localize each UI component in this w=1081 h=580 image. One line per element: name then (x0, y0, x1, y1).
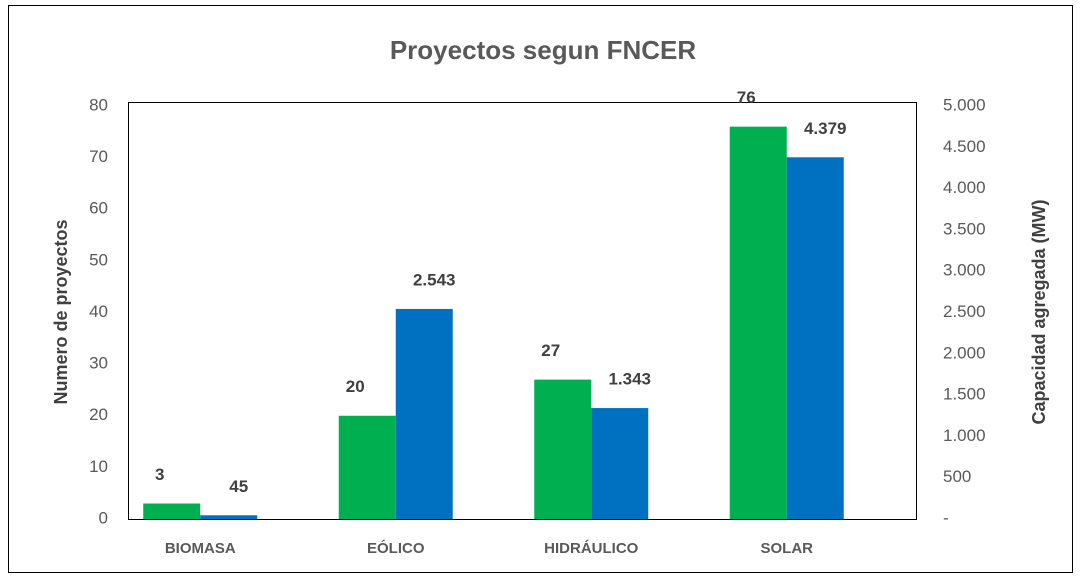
y2-axis-title: Capacidad agregada (MW) (1029, 199, 1049, 424)
data-label: 3 (155, 465, 164, 484)
y-tick-label: 40 (89, 302, 108, 321)
data-label: 2.543 (413, 270, 456, 289)
plot-frame (128, 102, 917, 520)
y2-tick-label: 2.000 (943, 343, 986, 362)
y2-tick-label: 1.000 (943, 426, 986, 445)
x-tick-label: HIDRÁULICO (544, 540, 638, 557)
bar (200, 515, 258, 519)
y-tick-label: 50 (89, 250, 108, 269)
x-tick-label: BIOMASA (165, 540, 236, 557)
bar (786, 157, 844, 519)
y-tick-label: 0 (99, 508, 108, 527)
y2-tick-label: - (943, 508, 949, 527)
bar (395, 308, 453, 519)
y2-tick-label: 4.500 (943, 137, 986, 156)
y-tick-label: 70 (89, 147, 108, 166)
y-tick-label: 80 (89, 95, 108, 114)
data-label: 45 (229, 477, 248, 496)
data-label: 20 (346, 377, 365, 396)
y-tick-label: 60 (89, 199, 108, 218)
chart-title: Proyectos segun FNCER (390, 35, 697, 65)
y2-tick-label: 500 (943, 467, 971, 486)
y2-tick-label: 1.500 (943, 385, 986, 404)
bar (338, 415, 396, 519)
bar (591, 408, 649, 519)
data-label: 76 (737, 88, 756, 107)
y-axis-title: Numero de proyectos (51, 219, 71, 404)
data-label: 4.379 (804, 119, 847, 138)
y-tick-label: 10 (89, 457, 108, 476)
y2-tick-label: 5.000 (943, 95, 986, 114)
x-tick-label: SOLAR (761, 540, 814, 557)
bar (729, 126, 787, 520)
y-tick-label: 30 (89, 354, 108, 373)
x-tick-label: EÓLICO (367, 539, 425, 557)
y2-tick-label: 3.500 (943, 219, 986, 238)
bar (534, 379, 592, 519)
y2-tick-label: 3.000 (943, 261, 986, 280)
y2-tick-label: 2.500 (943, 302, 986, 321)
y-tick-label: 20 (89, 405, 108, 424)
y2-tick-label: 4.000 (943, 178, 986, 197)
data-label: 1.343 (608, 370, 651, 389)
bar (143, 503, 201, 519)
data-label: 27 (541, 341, 560, 360)
